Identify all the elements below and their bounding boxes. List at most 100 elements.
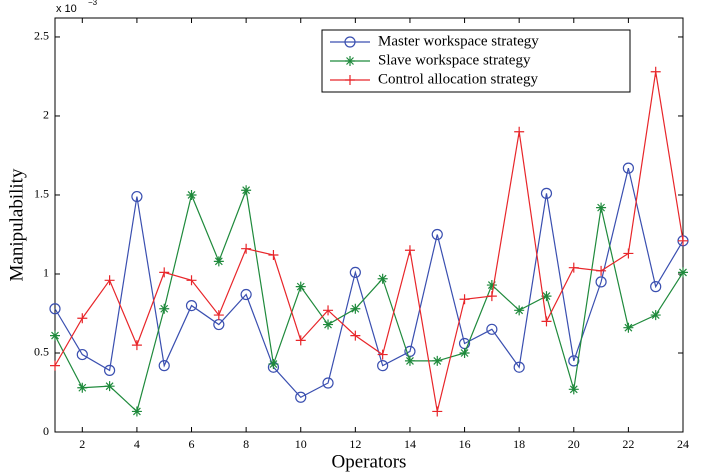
marker bbox=[514, 305, 525, 316]
marker bbox=[185, 299, 198, 312]
marker bbox=[159, 267, 170, 278]
marker bbox=[568, 262, 579, 273]
marker bbox=[322, 377, 334, 389]
marker bbox=[241, 185, 252, 196]
marker bbox=[377, 360, 389, 372]
marker bbox=[431, 228, 443, 241]
marker bbox=[541, 316, 552, 327]
y-axis-label: Manipulability bbox=[6, 168, 27, 281]
x-tick-label: 24 bbox=[677, 437, 689, 451]
marker bbox=[623, 248, 634, 259]
series-line bbox=[54, 71, 684, 412]
marker bbox=[76, 348, 88, 361]
marker bbox=[104, 364, 116, 376]
legend-label: Control allocation strategy bbox=[378, 71, 538, 87]
x-tick-label: 16 bbox=[459, 437, 471, 451]
marker bbox=[213, 256, 224, 267]
marker bbox=[186, 275, 197, 286]
marker bbox=[595, 276, 607, 288]
marker bbox=[344, 36, 356, 48]
y-tick-label: 1.5 bbox=[34, 187, 49, 201]
x-tick-label: 18 bbox=[513, 437, 525, 451]
marker bbox=[349, 266, 361, 279]
marker bbox=[678, 267, 688, 278]
marker bbox=[240, 288, 252, 301]
marker bbox=[350, 303, 361, 314]
marker bbox=[295, 281, 306, 292]
marker bbox=[404, 355, 415, 366]
marker bbox=[486, 323, 498, 335]
marker bbox=[459, 294, 470, 305]
marker bbox=[104, 275, 115, 286]
marker bbox=[486, 291, 497, 302]
marker bbox=[486, 280, 497, 291]
legend-label: Master workspace strategy bbox=[378, 33, 539, 49]
series-line bbox=[54, 167, 684, 398]
marker bbox=[596, 202, 607, 213]
marker bbox=[268, 250, 279, 261]
marker bbox=[77, 313, 88, 324]
marker bbox=[432, 406, 443, 417]
x-tick-label: 20 bbox=[568, 437, 580, 451]
x-tick-label: 4 bbox=[134, 437, 140, 451]
y-multiplier: x 10 bbox=[56, 3, 77, 15]
marker bbox=[295, 335, 306, 346]
marker bbox=[213, 310, 224, 321]
marker bbox=[104, 381, 115, 392]
legend-label: Slave workspace strategy bbox=[378, 52, 531, 68]
marker bbox=[568, 384, 579, 395]
y-tick-label: 0 bbox=[43, 424, 49, 438]
y-tick-label: 0.5 bbox=[34, 345, 49, 359]
marker bbox=[540, 187, 553, 199]
marker bbox=[377, 349, 388, 360]
y-tick-label: 1 bbox=[43, 266, 49, 280]
marker bbox=[158, 360, 170, 372]
marker bbox=[50, 360, 60, 371]
marker bbox=[596, 265, 607, 276]
legend-box bbox=[321, 29, 631, 93]
marker bbox=[541, 291, 552, 302]
marker bbox=[513, 361, 525, 373]
legend: Master workspace strategy Slave workspace… bbox=[321, 29, 631, 93]
marker bbox=[131, 190, 143, 203]
marker bbox=[345, 75, 355, 85]
marker bbox=[568, 355, 580, 367]
x-tick-label: 14 bbox=[404, 437, 416, 451]
marker bbox=[432, 355, 443, 366]
marker bbox=[650, 66, 661, 77]
marker bbox=[404, 245, 415, 256]
marker bbox=[50, 330, 60, 341]
marker bbox=[268, 359, 279, 370]
x-tick-label: 10 bbox=[295, 437, 307, 451]
x-tick-label: 12 bbox=[349, 437, 361, 451]
y-tick-label: 2 bbox=[43, 108, 49, 122]
marker bbox=[323, 319, 334, 330]
marker bbox=[377, 273, 388, 284]
marker bbox=[186, 189, 197, 200]
y-tick-label: 2.5 bbox=[34, 29, 49, 43]
marker bbox=[650, 310, 661, 321]
marker bbox=[295, 391, 307, 403]
marker bbox=[514, 126, 525, 137]
y-multiplier-exponent: −3 bbox=[88, 0, 98, 7]
marker bbox=[650, 281, 662, 293]
marker bbox=[350, 330, 361, 341]
marker bbox=[131, 340, 142, 351]
marker bbox=[623, 322, 634, 333]
marker bbox=[678, 235, 688, 246]
x-tick-label: 8 bbox=[243, 437, 249, 451]
x-tick-label: 22 bbox=[622, 437, 634, 451]
marker bbox=[345, 56, 355, 66]
marker bbox=[131, 406, 142, 417]
marker bbox=[459, 347, 470, 358]
x-axis-label: Operators bbox=[332, 451, 407, 472]
series-line bbox=[54, 187, 684, 413]
marker bbox=[77, 382, 88, 393]
x-tick-label: 2 bbox=[79, 437, 85, 451]
marker bbox=[622, 162, 634, 174]
x-tick-label: 6 bbox=[189, 437, 195, 451]
marker bbox=[323, 305, 334, 316]
plot-area bbox=[54, 17, 684, 433]
marker bbox=[241, 243, 252, 254]
